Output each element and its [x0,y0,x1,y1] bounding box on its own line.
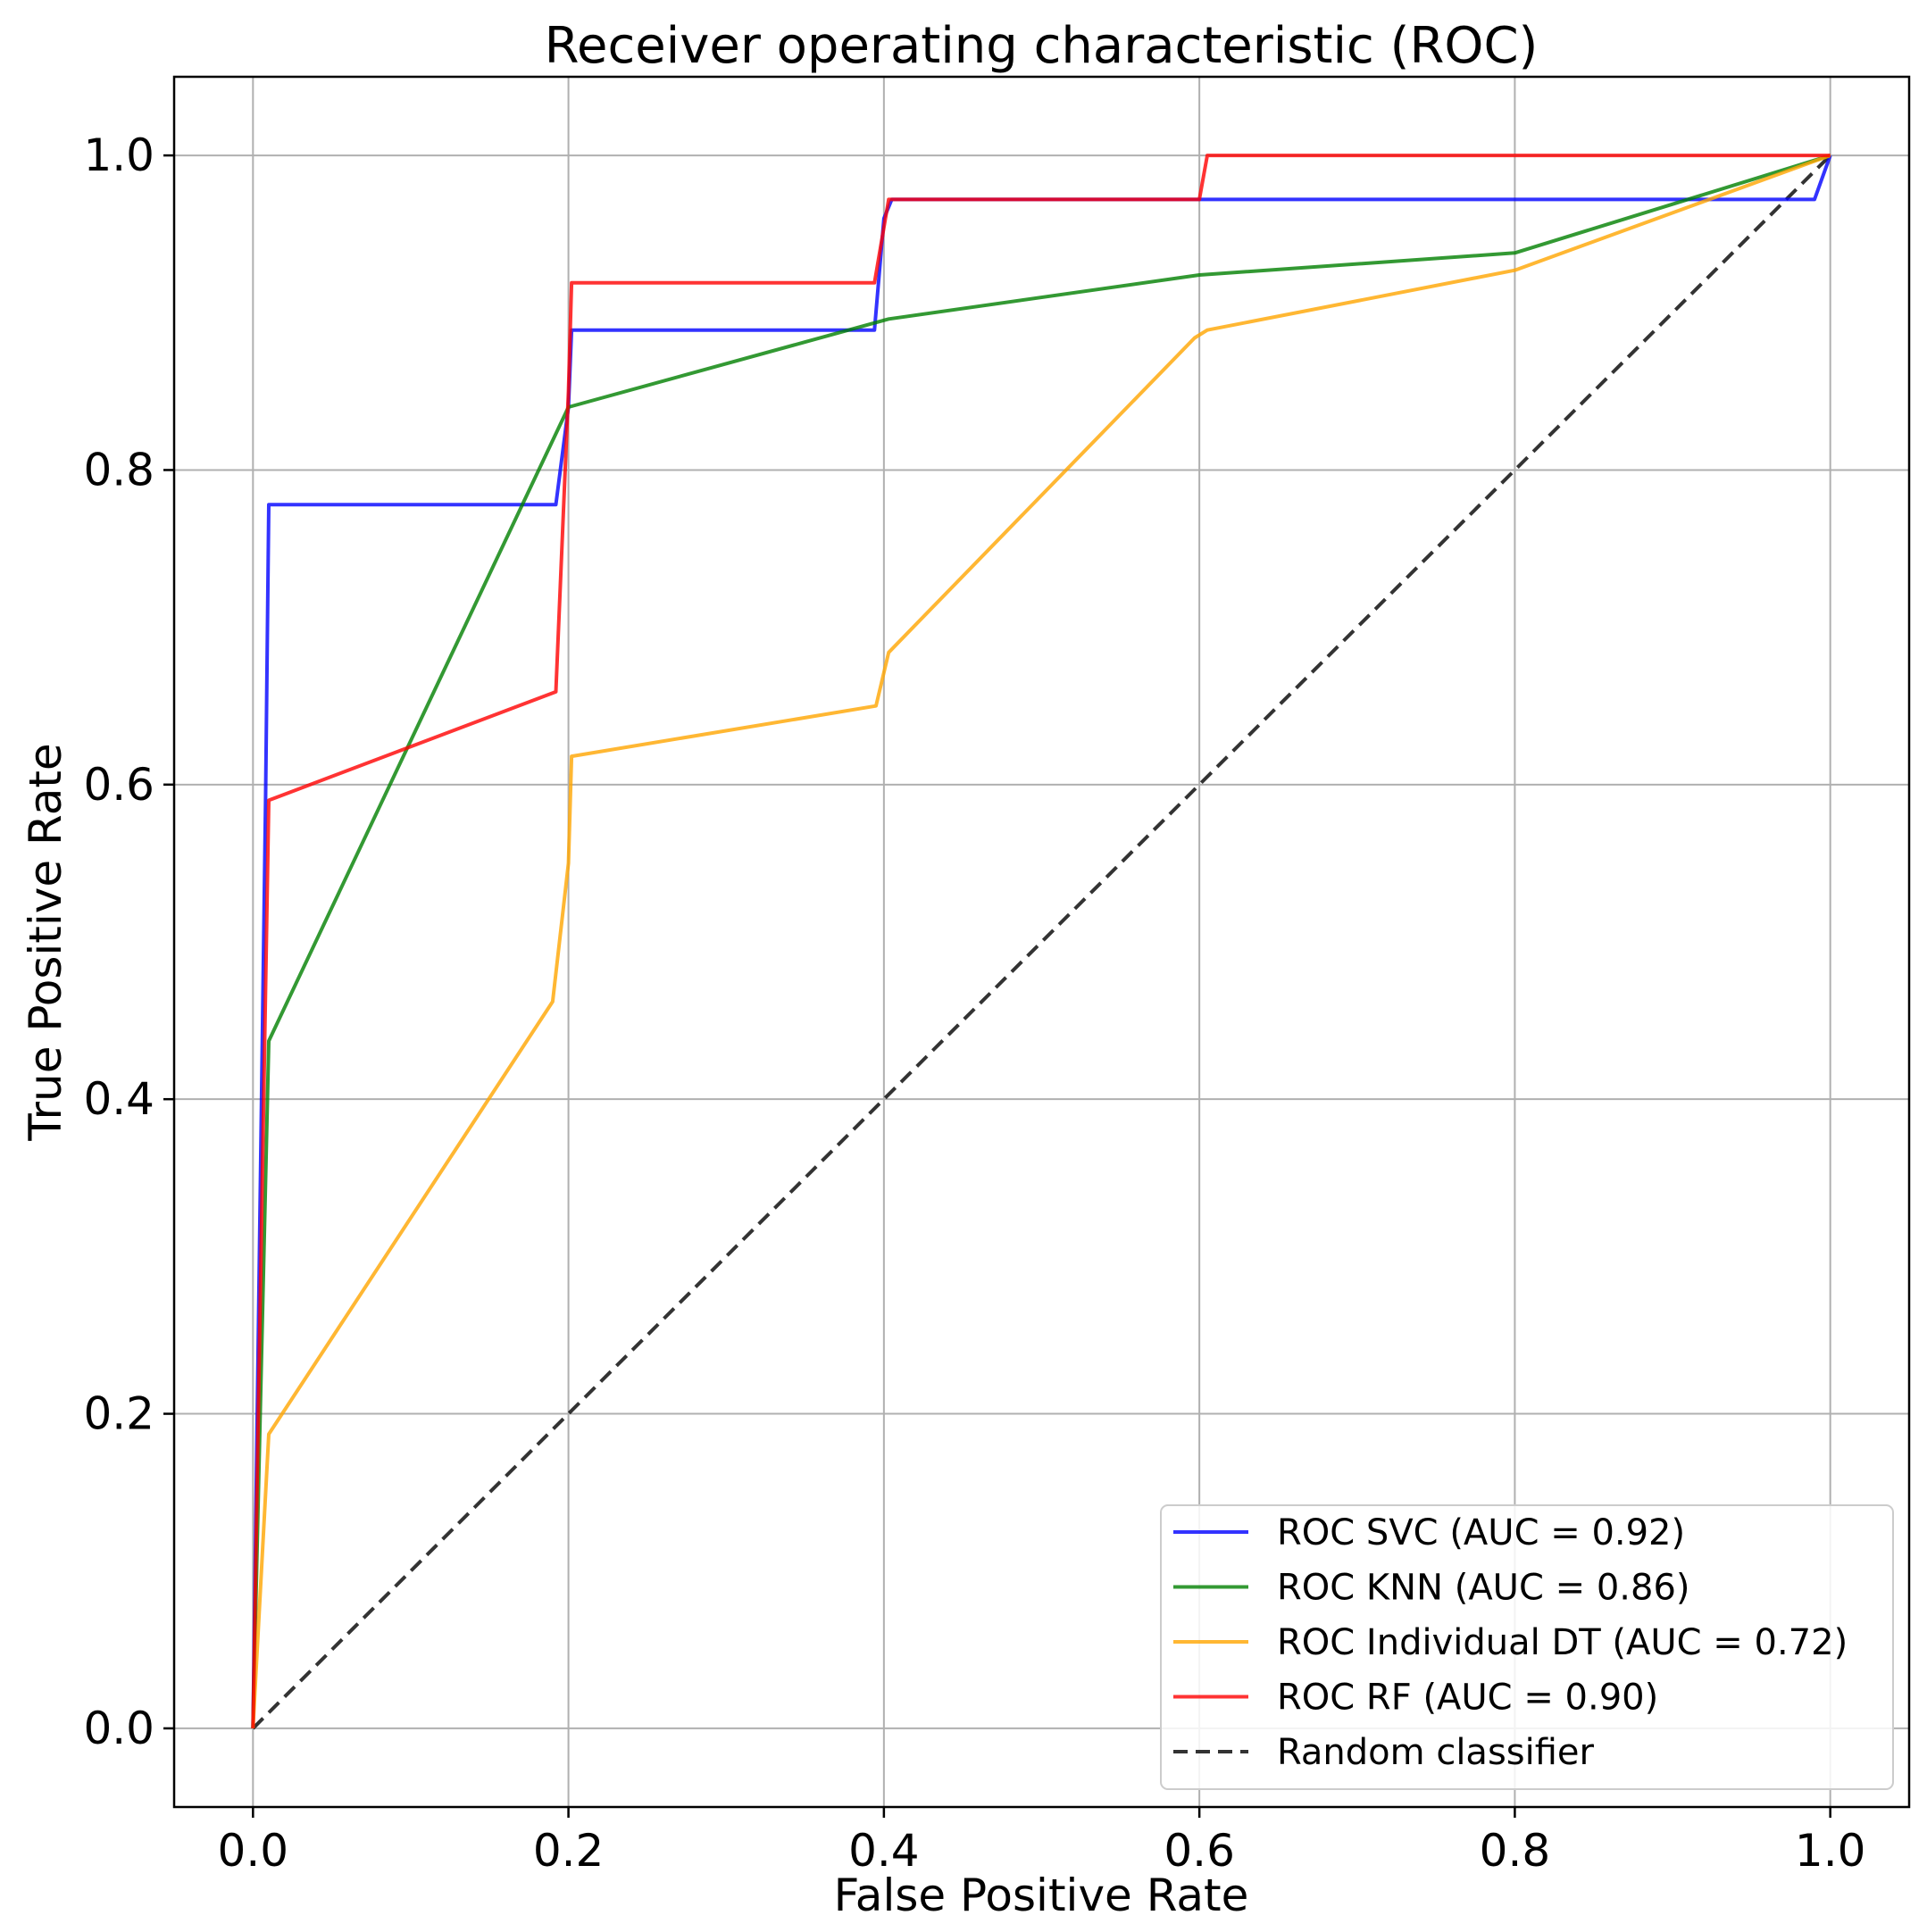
series-line-roc-individual-dt [251,154,1831,1729]
legend-label: ROC SVC (AUC = 0.92) [1277,1512,1685,1553]
legend-label: Random classifier [1277,1732,1595,1773]
x-tick-label: 0.2 [533,1825,605,1877]
legend-label: ROC Individual DT (AUC = 0.72) [1277,1622,1848,1663]
series-layer [251,154,1832,1729]
legend: ROC SVC (AUC = 0.92) ROC KNN (AUC = 0.86)… [1160,1504,1894,1790]
plot-frame [172,75,1911,1809]
y-tick-label: 0.6 [83,759,154,811]
reference-layer [251,154,1832,1730]
x-tick-label: 0.0 [218,1825,289,1877]
y-tick-label: 0.2 [83,1388,154,1440]
x-tick-label: 0.4 [848,1825,920,1877]
tick-layer: 0.0 0.2 0.4 0.6 0.8 1.0 0.0 0.2 0.4 0.6 0.8 1.0 [83,129,1865,1877]
x-tick-label: 0.8 [1480,1825,1551,1877]
y-tick-label: 0.8 [83,444,154,495]
grid-layer [174,77,1909,1807]
y-axis-label: True Positive Rate [20,743,71,1141]
series-line-roc-rf [251,154,1831,1728]
y-tick-label: 1.0 [83,129,154,181]
chart-title: Receiver operating characteristic (ROC) [545,17,1539,75]
x-tick-label: 1.0 [1795,1825,1866,1877]
legend-box [1160,1504,1894,1790]
series-line-random-classifier [251,154,1832,1730]
legend-label: ROC RF (AUC = 0.90) [1277,1678,1658,1719]
legend-label: ROC KNN (AUC = 0.86) [1277,1568,1690,1609]
x-tick-label: 0.6 [1164,1825,1235,1877]
y-tick-label: 0.0 [83,1703,154,1754]
x-axis-label: False Positive Rate [834,1870,1249,1921]
y-tick-label: 0.4 [83,1073,154,1125]
series-line-roc-knn [251,154,1831,1728]
